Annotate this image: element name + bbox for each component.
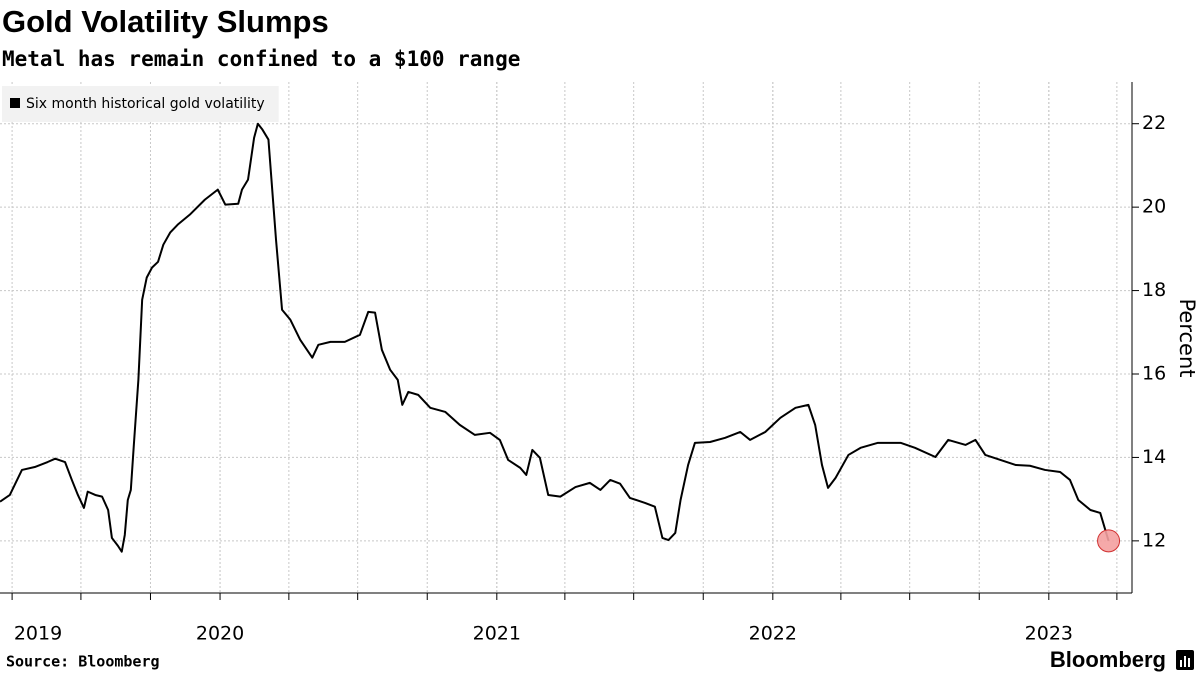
source: Source: Bloomberg	[6, 653, 160, 671]
x-tick-label: 2020	[196, 623, 244, 645]
x-tick-label: 2019	[14, 623, 62, 645]
legend-swatch	[10, 98, 20, 108]
y-tick-label: 12	[1142, 529, 1166, 551]
y-tick-label: 18	[1142, 279, 1166, 301]
chart-title: Gold Volatility Slumps	[2, 4, 329, 39]
y-tick-label: 14	[1142, 446, 1166, 468]
series-line	[0, 122, 1110, 553]
legend: Six month historical gold volatility	[2, 86, 279, 122]
chart-subtitle: Metal has remain confined to a $100 rang…	[2, 47, 520, 71]
x-tick-label: 2023	[1025, 623, 1073, 645]
legend-label: Six month historical gold volatility	[26, 96, 265, 112]
y-tick-label: 22	[1142, 112, 1166, 134]
brand: Bloomberg	[1050, 647, 1166, 672]
x-tick-label: 2021	[473, 623, 521, 645]
y-tick-label: 20	[1142, 196, 1166, 218]
y-axis-label: Percent	[1175, 298, 1199, 377]
legend-box	[2, 86, 279, 122]
brand-icon	[1176, 650, 1194, 670]
last-point	[1097, 529, 1121, 553]
y-tick-label: 16	[1142, 363, 1166, 385]
x-tick-label: 2022	[749, 623, 797, 645]
